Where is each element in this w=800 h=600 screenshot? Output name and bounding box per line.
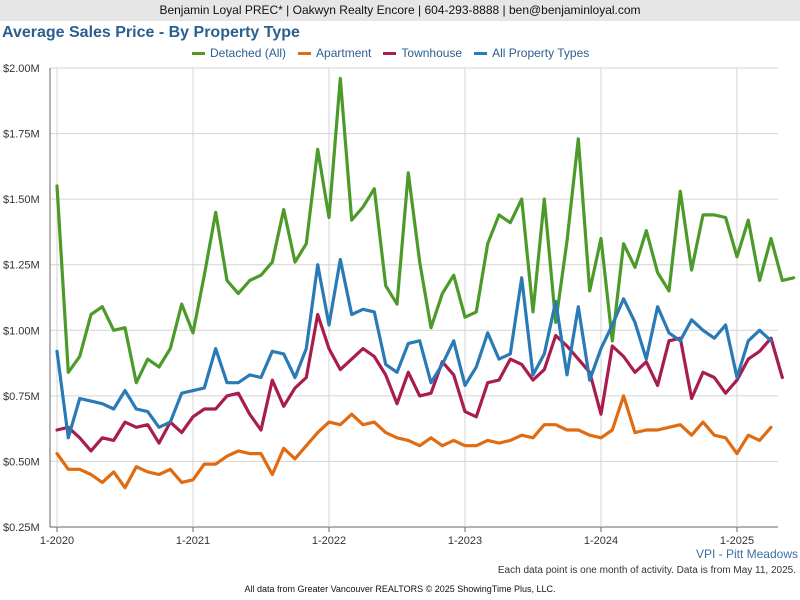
y-tick-label: $1.50M [3, 194, 40, 206]
line-chart: $0.25M $0.50M $0.75M $1.00M $1.25M $1.50M $1.7… [3, 63, 796, 545]
x-tick-label: 1-2025 [720, 535, 754, 545]
x-tick-label: 1-2021 [176, 535, 210, 545]
y-tick-label: $0.25M [3, 522, 40, 534]
series-line-all-property-types [55, 257, 773, 440]
y-tick-label: $0.75M [3, 391, 40, 403]
y-tick-label: $1.75M [3, 129, 40, 141]
y-tick-label: $1.00M [3, 325, 40, 337]
data-note: Each data point is one month of activity… [497, 565, 796, 576]
legend-swatch-apartment [298, 51, 312, 55]
footer-credit: All data from Greater Vancouver REALTORS… [244, 584, 556, 594]
x-tick-label: 1-2023 [448, 535, 482, 545]
legend-swatch-townhouse [383, 51, 397, 55]
legend-label-detached: Detached (All) [210, 46, 287, 60]
series-line-townhouse [55, 312, 784, 453]
series-line-apartment [55, 394, 773, 490]
legend-label-townhouse: Townhouse [401, 46, 463, 60]
legend-label-all-types: All Property Types [492, 46, 590, 60]
legend-item-all-types[interactable]: All Property Types [474, 46, 589, 60]
source-label[interactable]: VPI - Pitt Meadows [695, 547, 798, 561]
legend-item-townhouse[interactable]: Townhouse [383, 46, 462, 60]
x-tick-label: 1-2024 [584, 535, 618, 545]
legend-item-apartment[interactable]: Apartment [298, 46, 371, 60]
legend-swatch-detached [192, 51, 205, 55]
chart-legend: Detached (All) Apartment Townhouse All P… [192, 46, 589, 60]
x-tick-label: 1-2020 [40, 535, 74, 545]
x-tick-label: 1-2022 [312, 535, 346, 545]
legend-swatch-all-types [474, 51, 488, 55]
chart-title: Average Sales Price - By Property Type [2, 24, 300, 41]
y-tick-label: $1.25M [3, 260, 40, 272]
y-tick-label: $0.50M [3, 456, 40, 468]
legend-item-detached[interactable]: Detached (All) [192, 46, 286, 60]
legend-label-apartment: Apartment [316, 46, 372, 60]
y-tick-label: $2.00M [3, 63, 40, 75]
contact-banner: Benjamin Loyal PREC* | Oakwyn Realty Enc… [0, 0, 800, 21]
series-line-detached-all [55, 76, 796, 385]
